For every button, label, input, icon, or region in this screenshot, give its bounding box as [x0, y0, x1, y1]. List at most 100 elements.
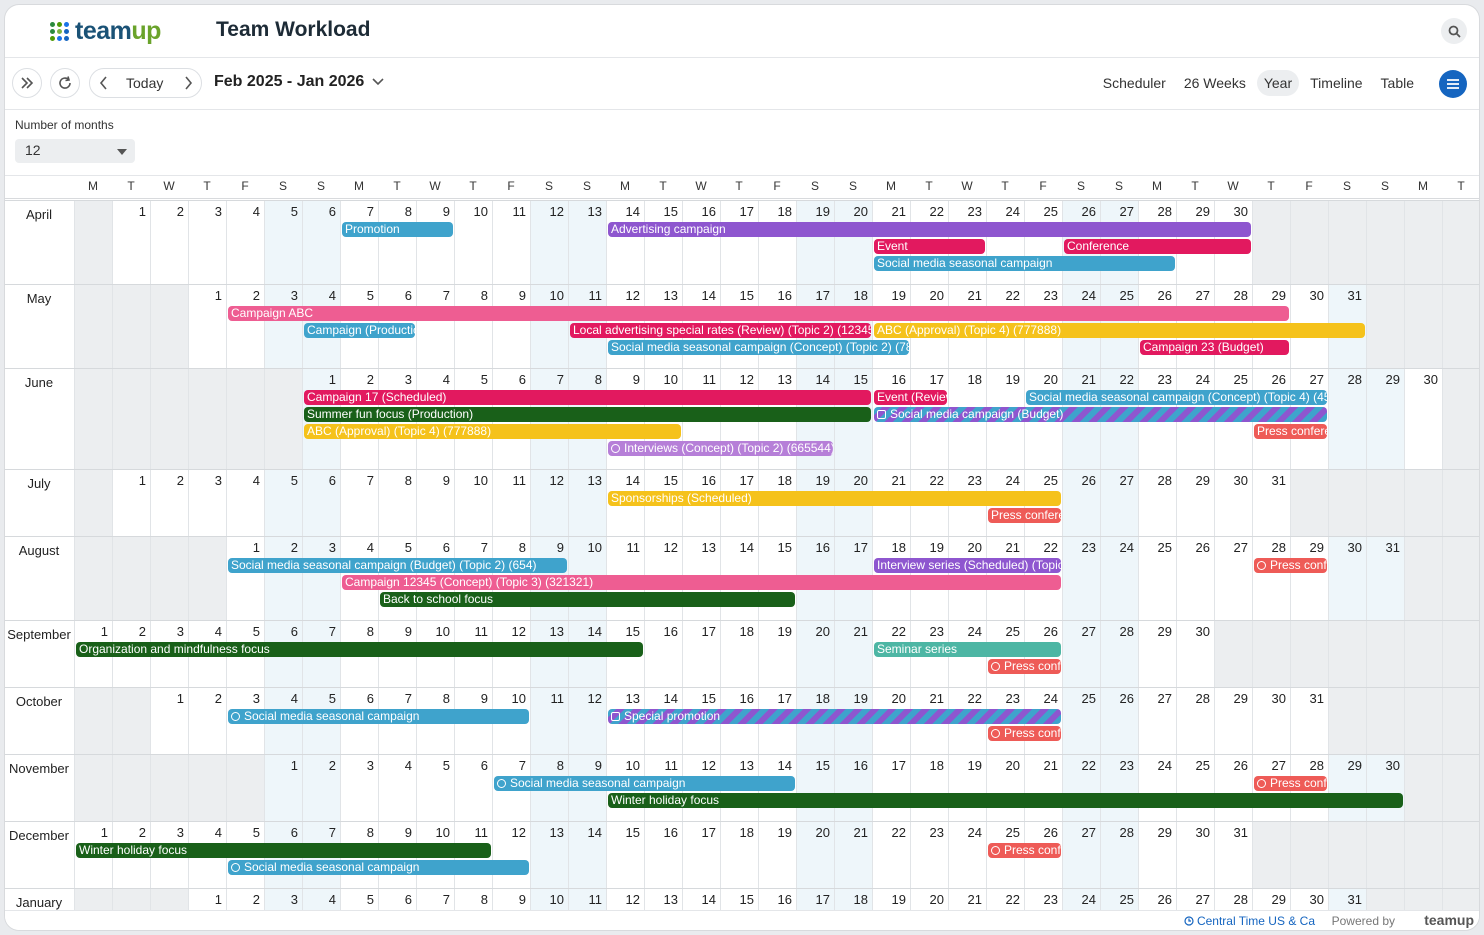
event-bar[interactable]: Press conference: [988, 508, 1061, 523]
event-bar[interactable]: Press conference: [988, 726, 1061, 741]
day-cell[interactable]: 17: [682, 621, 720, 688]
timezone-link[interactable]: Central Time US & Ca: [1184, 914, 1315, 928]
day-cell[interactable]: 19: [758, 621, 796, 688]
day-cell[interactable]: 28: [1214, 889, 1252, 929]
event-bar[interactable]: Promotion: [342, 222, 453, 237]
day-cell[interactable]: 26: [1062, 470, 1100, 537]
day-cell[interactable]: 15: [644, 201, 682, 285]
day-cell[interactable]: 17: [682, 822, 720, 889]
day-cell[interactable]: 26: [1176, 537, 1214, 621]
day-cell[interactable]: 7: [416, 889, 454, 929]
day-cell[interactable]: 30: [1366, 755, 1404, 822]
footer-brand-logo[interactable]: teamup: [1424, 912, 1474, 928]
day-cell[interactable]: 26: [1138, 889, 1176, 929]
day-cell[interactable]: 19: [872, 889, 910, 929]
day-cell[interactable]: 27: [1062, 822, 1100, 889]
months-select[interactable]: 12: [15, 139, 135, 163]
day-cell[interactable]: 4: [340, 537, 378, 621]
event-bar[interactable]: Summer fun focus (Production): [304, 407, 871, 422]
day-cell[interactable]: 6: [302, 201, 340, 285]
day-cell[interactable]: 31: [1214, 822, 1252, 889]
day-cell[interactable]: 26: [1214, 755, 1252, 822]
day-cell[interactable]: 23: [1100, 755, 1138, 822]
day-cell[interactable]: 24: [1138, 755, 1176, 822]
day-cell[interactable]: 3: [188, 201, 226, 285]
event-bar[interactable]: Campaign 17 (Scheduled): [304, 390, 871, 405]
day-cell[interactable]: 26: [1100, 688, 1138, 755]
day-cell[interactable]: 20: [910, 889, 948, 929]
expand-sidebar-button[interactable]: [12, 68, 42, 98]
day-cell[interactable]: 12: [530, 201, 568, 285]
day-cell[interactable]: 1: [112, 201, 150, 285]
day-cell[interactable]: 30: [1404, 369, 1442, 470]
day-cell[interactable]: 15: [720, 889, 758, 929]
day-cell[interactable]: 21: [872, 201, 910, 285]
day-cell[interactable]: 2: [150, 201, 188, 285]
event-bar[interactable]: Winter holiday focus: [608, 793, 1403, 808]
teamup-logo[interactable]: teamup: [50, 17, 161, 46]
day-cell[interactable]: 31: [1252, 470, 1290, 537]
day-cell[interactable]: 8: [378, 201, 416, 285]
day-cell[interactable]: 21: [1024, 755, 1062, 822]
view-tab-year[interactable]: Year: [1256, 70, 1300, 96]
day-cell[interactable]: 1: [74, 822, 112, 889]
day-cell[interactable]: 28: [1328, 369, 1366, 470]
day-cell[interactable]: 14: [606, 201, 644, 285]
day-cell[interactable]: 1: [188, 889, 226, 929]
day-cell[interactable]: 10: [454, 470, 492, 537]
day-cell[interactable]: 3: [188, 470, 226, 537]
day-cell[interactable]: 9: [416, 470, 454, 537]
chevron-right-icon[interactable]: [183, 75, 193, 91]
day-cell[interactable]: 2: [226, 285, 264, 369]
date-range-picker[interactable]: Feb 2025 - Jan 2026: [214, 73, 384, 91]
day-cell[interactable]: 11: [492, 201, 530, 285]
event-bar[interactable]: Campaign 12345 (Concept) (Topic 3) (3213…: [342, 575, 1061, 590]
day-cell[interactable]: 11: [530, 688, 568, 755]
event-bar[interactable]: Seminar series: [874, 642, 1061, 657]
event-bar[interactable]: Special promotion: [608, 709, 1061, 724]
day-cell[interactable]: 9: [416, 201, 454, 285]
day-cell[interactable]: 1: [188, 285, 226, 369]
event-bar[interactable]: ABC (Approval) (Topic 4) (777888): [304, 424, 681, 439]
event-bar[interactable]: Press conference: [988, 659, 1061, 674]
day-cell[interactable]: 24: [948, 822, 986, 889]
day-cell[interactable]: 27: [1176, 889, 1214, 929]
day-cell[interactable]: 6: [302, 470, 340, 537]
event-bar[interactable]: Back to school focus: [380, 592, 795, 607]
day-cell[interactable]: 8: [454, 285, 492, 369]
event-bar[interactable]: Interviews (Concept) (Topic 2) (665544): [608, 441, 833, 456]
day-cell[interactable]: 12: [492, 822, 530, 889]
day-cell[interactable]: 18: [758, 201, 796, 285]
day-cell[interactable]: 1: [150, 688, 188, 755]
day-cell[interactable]: 30: [1252, 688, 1290, 755]
event-bar[interactable]: Social media seasonal campaign (Concept)…: [1026, 390, 1327, 405]
day-cell[interactable]: 16: [644, 822, 682, 889]
day-cell[interactable]: 29: [1138, 621, 1176, 688]
chevron-left-icon[interactable]: [99, 75, 109, 91]
day-cell[interactable]: 31: [1290, 688, 1328, 755]
day-cell[interactable]: 13: [568, 201, 606, 285]
day-cell[interactable]: 20: [834, 201, 872, 285]
day-cell[interactable]: 29: [1138, 822, 1176, 889]
day-cell[interactable]: 6: [378, 889, 416, 929]
day-cell[interactable]: 20: [796, 621, 834, 688]
day-cell[interactable]: 24: [1100, 537, 1138, 621]
day-cell[interactable]: 4: [226, 201, 264, 285]
day-cell[interactable]: 3: [264, 285, 302, 369]
day-cell[interactable]: 21: [948, 889, 986, 929]
day-cell[interactable]: 18: [910, 755, 948, 822]
event-bar[interactable]: Social media seasonal campaign: [494, 776, 795, 791]
day-cell[interactable]: 10: [454, 201, 492, 285]
view-tab-26-weeks[interactable]: 26 Weeks: [1183, 75, 1246, 91]
day-cell[interactable]: 25: [1138, 537, 1176, 621]
day-cell[interactable]: 30: [1176, 621, 1214, 688]
day-cell[interactable]: 14: [568, 822, 606, 889]
day-cell[interactable]: 5: [340, 889, 378, 929]
day-cell[interactable]: 15: [796, 755, 834, 822]
day-cell[interactable]: 5: [416, 755, 454, 822]
day-cell[interactable]: 1: [264, 755, 302, 822]
event-bar[interactable]: Organization and mindfulness focus: [76, 642, 643, 657]
event-bar[interactable]: Social media seasonal campaign (Budget) …: [228, 558, 567, 573]
day-cell[interactable]: 23: [910, 822, 948, 889]
event-bar[interactable]: Advertising campaign: [608, 222, 1251, 237]
